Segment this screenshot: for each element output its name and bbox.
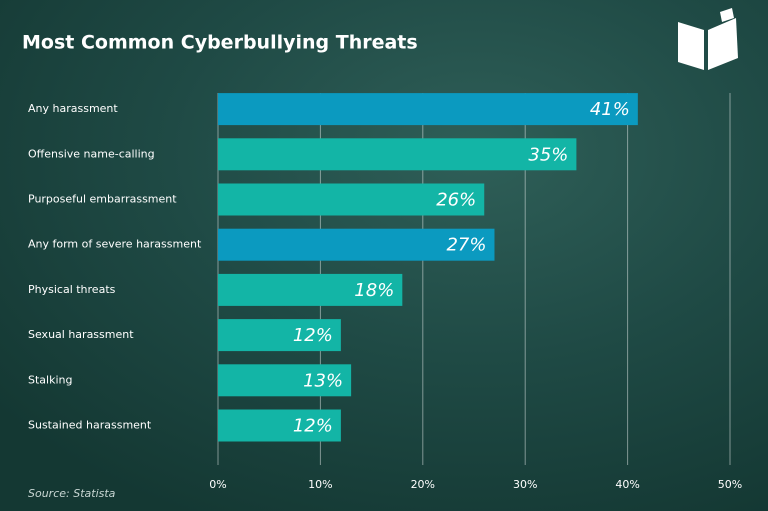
x-tick-label: 30% — [513, 478, 537, 491]
value-label: 35% — [528, 144, 568, 165]
y-tick-label: Any harassment — [28, 102, 118, 115]
value-label: 12% — [293, 325, 333, 346]
x-tick-label: 10% — [308, 478, 332, 491]
value-label: 18% — [354, 280, 394, 301]
bar — [218, 273, 403, 306]
value-label: 12% — [293, 416, 333, 437]
value-label: 13% — [303, 370, 343, 391]
y-tick-label: Any form of severe harassment — [28, 238, 202, 251]
y-tick-label: Purposeful embarrassment — [28, 193, 177, 206]
y-tick-label: Physical threats — [28, 283, 116, 296]
x-tick-label: 0% — [209, 478, 226, 491]
x-tick-label: 40% — [615, 478, 639, 491]
chart-title: Most Common Cyberbullying Threats — [22, 32, 418, 54]
y-tick-label: Offensive name-calling — [28, 147, 155, 160]
bar — [218, 364, 352, 397]
bar — [218, 93, 638, 126]
y-tick-label: Sexual harassment — [28, 328, 134, 341]
bar — [218, 409, 341, 442]
x-tick-label: 50% — [718, 478, 742, 491]
source: Source: Statista — [28, 487, 116, 500]
x-tick-label: 20% — [411, 478, 435, 491]
y-tick-label: Stalking — [28, 373, 72, 386]
value-label: 27% — [446, 235, 486, 256]
bar — [218, 183, 485, 216]
y-tick-label: Sustained harassment — [28, 419, 152, 432]
value-label: 26% — [436, 190, 476, 211]
value-label: 41% — [590, 99, 630, 120]
bar — [218, 319, 341, 352]
bar — [218, 138, 577, 171]
bar — [218, 228, 495, 261]
logo — [678, 8, 738, 70]
